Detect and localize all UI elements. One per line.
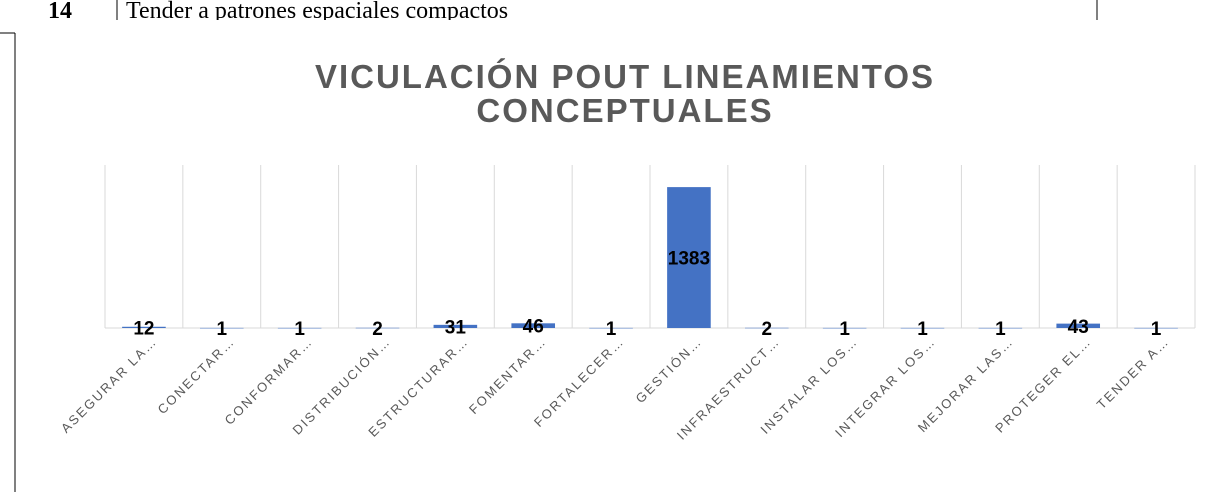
bar [1056, 323, 1101, 328]
chart-title: CONCEPTUALES [476, 92, 773, 129]
bar [511, 323, 556, 328]
chart-area [15, 20, 1214, 492]
data-label: 1 [606, 319, 617, 340]
data-label: 43 [1068, 317, 1089, 338]
bar [589, 327, 633, 329]
data-label: 1 [995, 319, 1006, 340]
data-label: 1 [1151, 319, 1162, 340]
data-label: 1 [294, 319, 305, 340]
data-label: 1383 [668, 249, 710, 270]
bar [122, 326, 166, 328]
bar [277, 327, 322, 329]
data-label: 2 [761, 319, 772, 340]
bar [1134, 327, 1178, 329]
data-label: 1 [216, 319, 227, 340]
bar [900, 327, 945, 329]
chart-title: VICULACIÓN POUT LINEAMIENTOS [315, 58, 935, 95]
data-label: 1 [917, 319, 928, 340]
bar [433, 324, 478, 328]
bar [355, 327, 400, 329]
data-label: 31 [445, 317, 467, 338]
bar [667, 187, 711, 328]
data-label: 12 [133, 318, 154, 339]
data-label: 46 [523, 317, 544, 338]
bar [978, 327, 1023, 329]
data-label: 2 [372, 319, 383, 340]
data-label: 1 [839, 319, 850, 340]
bar [822, 327, 867, 329]
bar [744, 327, 789, 329]
bar [199, 327, 244, 329]
